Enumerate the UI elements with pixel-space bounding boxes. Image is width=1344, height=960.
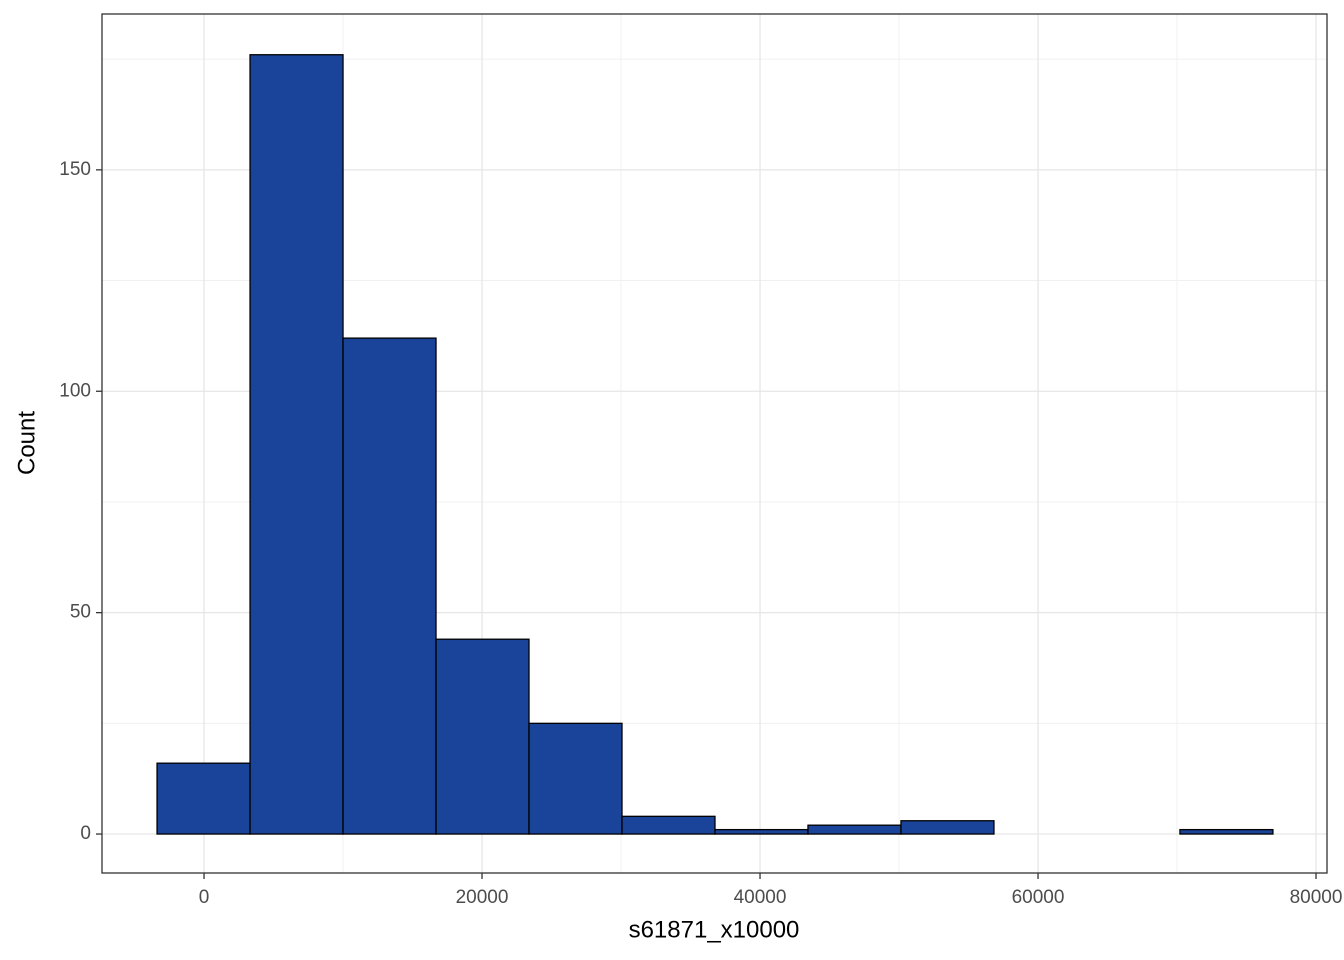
bar <box>435 638 530 835</box>
bar <box>900 820 995 835</box>
bar <box>528 722 623 835</box>
bar <box>342 337 437 835</box>
x-axis-title: s61871_x10000 <box>629 916 800 943</box>
bar <box>249 54 344 835</box>
y-tick-label: 0 <box>80 823 91 844</box>
x-tick-label: 80000 <box>1290 887 1343 908</box>
x-tick-label: 40000 <box>734 887 787 908</box>
y-tick-label: 100 <box>59 380 91 401</box>
bar <box>1179 828 1274 835</box>
x-tick-label: 20000 <box>456 887 509 908</box>
bar <box>807 824 902 835</box>
x-tick-label: 0 <box>199 887 210 908</box>
y-tick-label: 150 <box>59 159 91 180</box>
panel-border <box>101 13 1328 874</box>
bar <box>714 828 809 835</box>
bar <box>156 762 251 835</box>
y-axis-title: Count <box>13 411 40 475</box>
y-tick-label: 50 <box>70 602 91 623</box>
x-tick-label: 60000 <box>1012 887 1065 908</box>
bar <box>621 815 716 835</box>
